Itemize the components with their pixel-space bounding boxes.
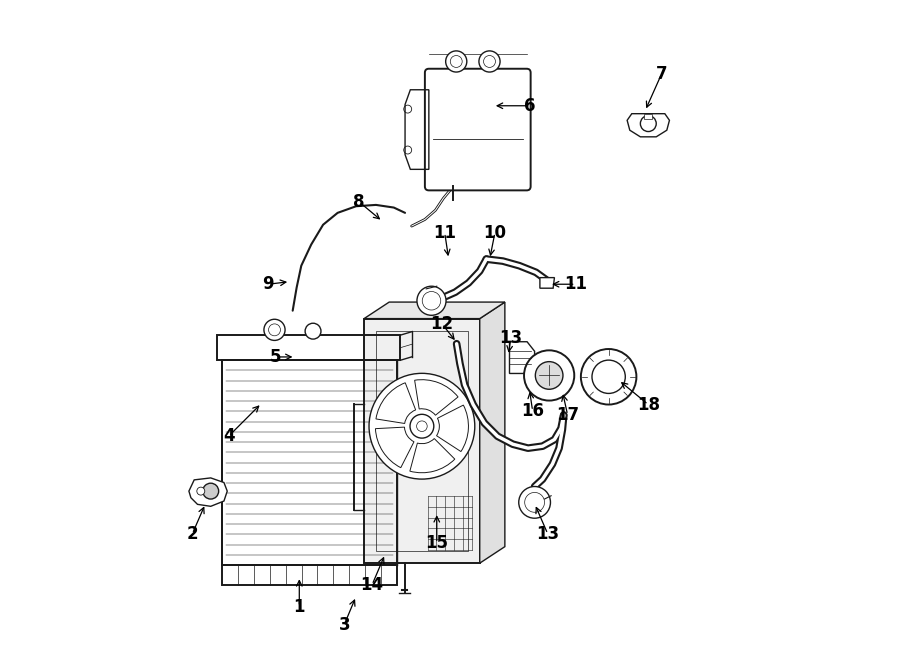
Text: 4: 4: [223, 427, 234, 446]
Polygon shape: [644, 114, 652, 119]
Text: 6: 6: [524, 97, 536, 115]
Circle shape: [580, 349, 636, 405]
Polygon shape: [540, 278, 554, 288]
Circle shape: [518, 486, 551, 518]
Text: 10: 10: [483, 223, 507, 242]
Text: 12: 12: [430, 315, 454, 333]
Text: 2: 2: [186, 525, 198, 543]
Circle shape: [202, 483, 219, 499]
Circle shape: [410, 414, 434, 438]
Text: 11: 11: [433, 223, 456, 242]
Circle shape: [305, 323, 321, 339]
Text: 14: 14: [360, 576, 383, 594]
Circle shape: [369, 373, 475, 479]
Text: 16: 16: [521, 402, 544, 420]
Polygon shape: [189, 478, 227, 506]
Text: 3: 3: [338, 615, 350, 634]
Circle shape: [197, 487, 205, 495]
Text: 18: 18: [637, 395, 660, 414]
Text: 8: 8: [353, 192, 364, 211]
Circle shape: [417, 286, 446, 315]
Circle shape: [264, 319, 285, 340]
Text: 9: 9: [263, 275, 274, 293]
Circle shape: [524, 350, 574, 401]
Text: 1: 1: [293, 598, 305, 616]
Text: 7: 7: [656, 65, 667, 83]
Polygon shape: [480, 302, 505, 563]
Text: 5: 5: [270, 348, 281, 366]
Polygon shape: [364, 319, 480, 563]
Polygon shape: [627, 114, 670, 137]
Circle shape: [479, 51, 500, 72]
Polygon shape: [509, 342, 535, 373]
Text: 15: 15: [426, 534, 448, 553]
FancyBboxPatch shape: [425, 69, 531, 190]
Polygon shape: [364, 302, 505, 319]
Circle shape: [641, 116, 656, 132]
Text: 17: 17: [556, 406, 580, 424]
Text: 13: 13: [536, 525, 560, 543]
Text: 13: 13: [500, 329, 522, 348]
Circle shape: [536, 362, 563, 389]
Circle shape: [446, 51, 467, 72]
Text: 11: 11: [564, 275, 587, 293]
